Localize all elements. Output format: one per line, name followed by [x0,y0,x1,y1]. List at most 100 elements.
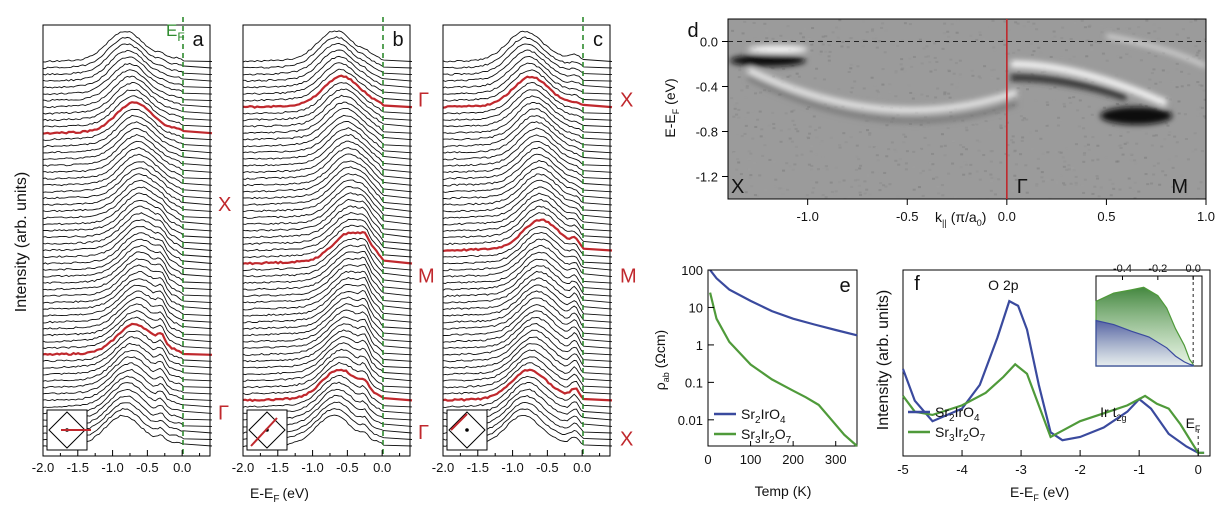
noise-grain [850,37,854,40]
noise-grain [990,180,994,183]
k-point-label: M [620,266,637,288]
edc-curve [42,186,213,219]
edc-curve [442,159,613,193]
noise-grain [810,43,814,46]
noise-grain [815,86,819,89]
noise-grain [863,192,867,195]
noise-grain [1072,55,1076,58]
noise-grain [1197,57,1201,60]
noise-grain [932,101,936,104]
noise-grain [1152,68,1156,71]
k-point-label: X [218,194,231,216]
noise-grain [929,70,933,73]
noise-grain [779,140,783,143]
edc-curve [42,368,213,402]
noise-grain [1048,87,1052,90]
noise-grain [1024,164,1028,167]
panel-letter: d [687,20,698,42]
noise-grain [740,89,744,92]
noise-grain [803,28,807,31]
y-tick-label: 0.1 [685,375,703,390]
edc-curve [242,270,413,304]
noise-grain [1202,115,1206,118]
noise-grain [847,92,851,95]
edc-curve [242,127,413,160]
edc-curve [442,134,613,167]
noise-grain [813,77,817,80]
noise-grain [1090,48,1094,51]
noise-grain [772,122,776,125]
noise-grain [1152,164,1156,167]
noise-grain [810,49,814,52]
edc-curve [442,121,613,154]
noise-grain [1058,119,1062,122]
noise-grain [1168,98,1172,101]
edc-curve [242,42,413,76]
noise-grain [989,189,993,192]
noise-grain [989,46,993,49]
noise-grain [842,179,846,182]
edc-curve [42,264,213,298]
noise-grain [937,192,941,195]
edc-curve [442,55,613,89]
noise-grain [1048,197,1052,199]
noise-grain [1077,125,1081,128]
noise-grain [765,37,769,40]
noise-grain [853,64,857,67]
noise-grain [1115,74,1119,77]
noise-grain [922,125,926,128]
noise-grain [990,69,994,72]
noise-grain [1195,54,1199,57]
noise-grain [1087,148,1091,151]
edc-curve [242,244,413,278]
noise-grain [835,26,839,29]
label-part: (eV) [1043,484,1069,500]
edc-curve [242,68,413,102]
edc-curve [42,49,213,82]
y-tick-label: 0.0 [700,35,718,50]
x-tick-label: -5 [897,462,909,477]
noise-grain [1118,188,1122,191]
noise-grain [1175,33,1179,36]
panel-letter: b [392,29,403,51]
label-part: (π/a [951,209,977,225]
edc-curve [442,192,613,226]
edc-curve [242,160,413,193]
edc-curve [242,121,413,154]
noise-grain [748,176,752,179]
noise-grain [751,110,755,113]
noise-grain [1097,195,1101,198]
noise-grain [949,111,953,114]
noise-grain [881,68,885,71]
edc-curve [442,362,613,395]
noise-grain [920,93,924,96]
noise-grain [925,45,929,48]
noise-grain [795,154,799,157]
noise-grain [1074,181,1078,184]
noise-grain [788,74,792,77]
noise-grain [745,86,749,89]
noise-grain [1043,74,1047,77]
edc-curve [42,161,213,193]
noise-grain [858,131,862,134]
noise-grain [1036,167,1040,170]
noise-grain [844,141,848,144]
noise-grain [1101,52,1105,55]
noise-grain [1082,127,1086,130]
noise-grain [866,129,870,132]
noise-grain [988,25,992,28]
noise-grain [1068,77,1072,80]
edc-curve [42,322,213,357]
noise-grain [1192,55,1196,58]
noise-grain [1041,152,1045,155]
label-part: IrO [955,404,975,420]
noise-grain [940,133,944,136]
label-part: (eV) [662,78,678,104]
edc-curve [442,115,613,148]
noise-grain [943,22,947,25]
noise-grain [1150,144,1154,147]
noise-grain [1127,177,1131,180]
noise-grain [952,72,956,75]
noise-grain [846,46,850,49]
noise-grain [746,111,750,114]
